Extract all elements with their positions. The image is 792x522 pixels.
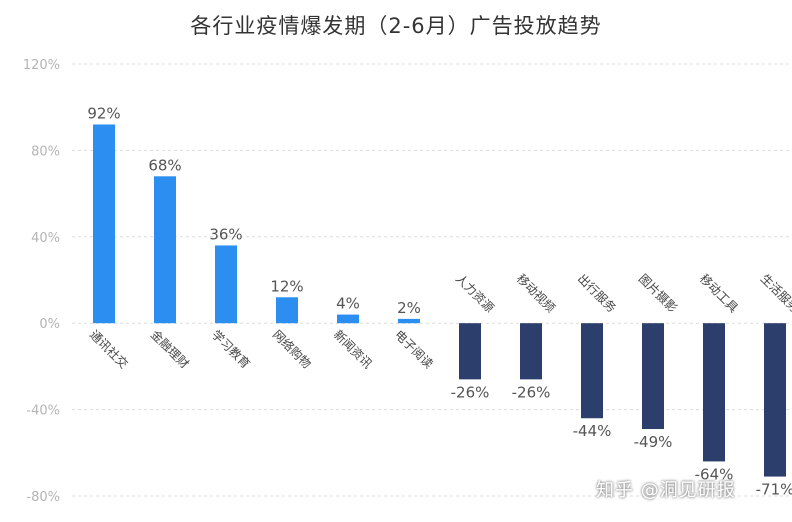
value-label: 4% [336,295,360,313]
bar [398,318,420,324]
bar [581,323,603,419]
y-tick-label: 80% [31,144,60,159]
category-label: 移动视频 [514,271,559,316]
watermark: 知乎 @洞见研报 [596,480,736,501]
category-label: 金融理财 [148,327,193,372]
value-label: -71% [756,481,792,499]
category-label: 移动工具 [697,271,741,315]
y-tick-label: 0% [39,317,60,332]
y-tick-label: 40% [31,231,60,246]
value-label: -26% [451,383,490,401]
y-tick-label: -80% [26,490,60,505]
category-label: 学习教育 [209,327,254,372]
bar [276,297,298,324]
bar [154,176,176,324]
value-label: -26% [512,383,551,401]
bar [703,323,725,462]
value-label: -44% [573,422,612,440]
y-axis-ticks: 120% 80% 40% 0% -40% -80% [23,58,60,505]
category-label: 出行服务 [575,271,620,316]
value-label: -64% [695,465,734,483]
category-label: 网络购物 [270,327,315,372]
category-label: 新闻资讯 [331,327,376,372]
bar [93,124,115,324]
y-tick-label: -40% [26,404,60,419]
value-label: 68% [148,156,181,174]
category-label: 人力资源 [453,271,497,315]
value-label: 12% [270,277,303,295]
value-label: -49% [634,433,673,451]
bar [520,323,542,380]
category-label: 电子阅读 [392,327,436,371]
chart-title: 各行业疫情爆发期（2-6月）广告投放趋势 [190,14,602,38]
bar [642,323,664,430]
category-label: 生活服务 [758,271,792,316]
category-label: 通讯社交 [87,327,132,372]
bar [337,314,359,324]
value-label: 2% [397,299,421,317]
value-label: 92% [87,104,120,122]
y-tick-label: 120% [23,58,60,73]
bar [459,323,481,380]
value-label: 36% [209,225,242,243]
value-labels: 92% 68% 36% 12% 4% 2% -26% -26% -44% -49% -64% -71% [87,104,792,498]
category-label: 图片摄影 [636,271,681,316]
gridlines [72,63,792,497]
bars [93,124,786,477]
bar [215,245,237,324]
bar [764,323,786,477]
